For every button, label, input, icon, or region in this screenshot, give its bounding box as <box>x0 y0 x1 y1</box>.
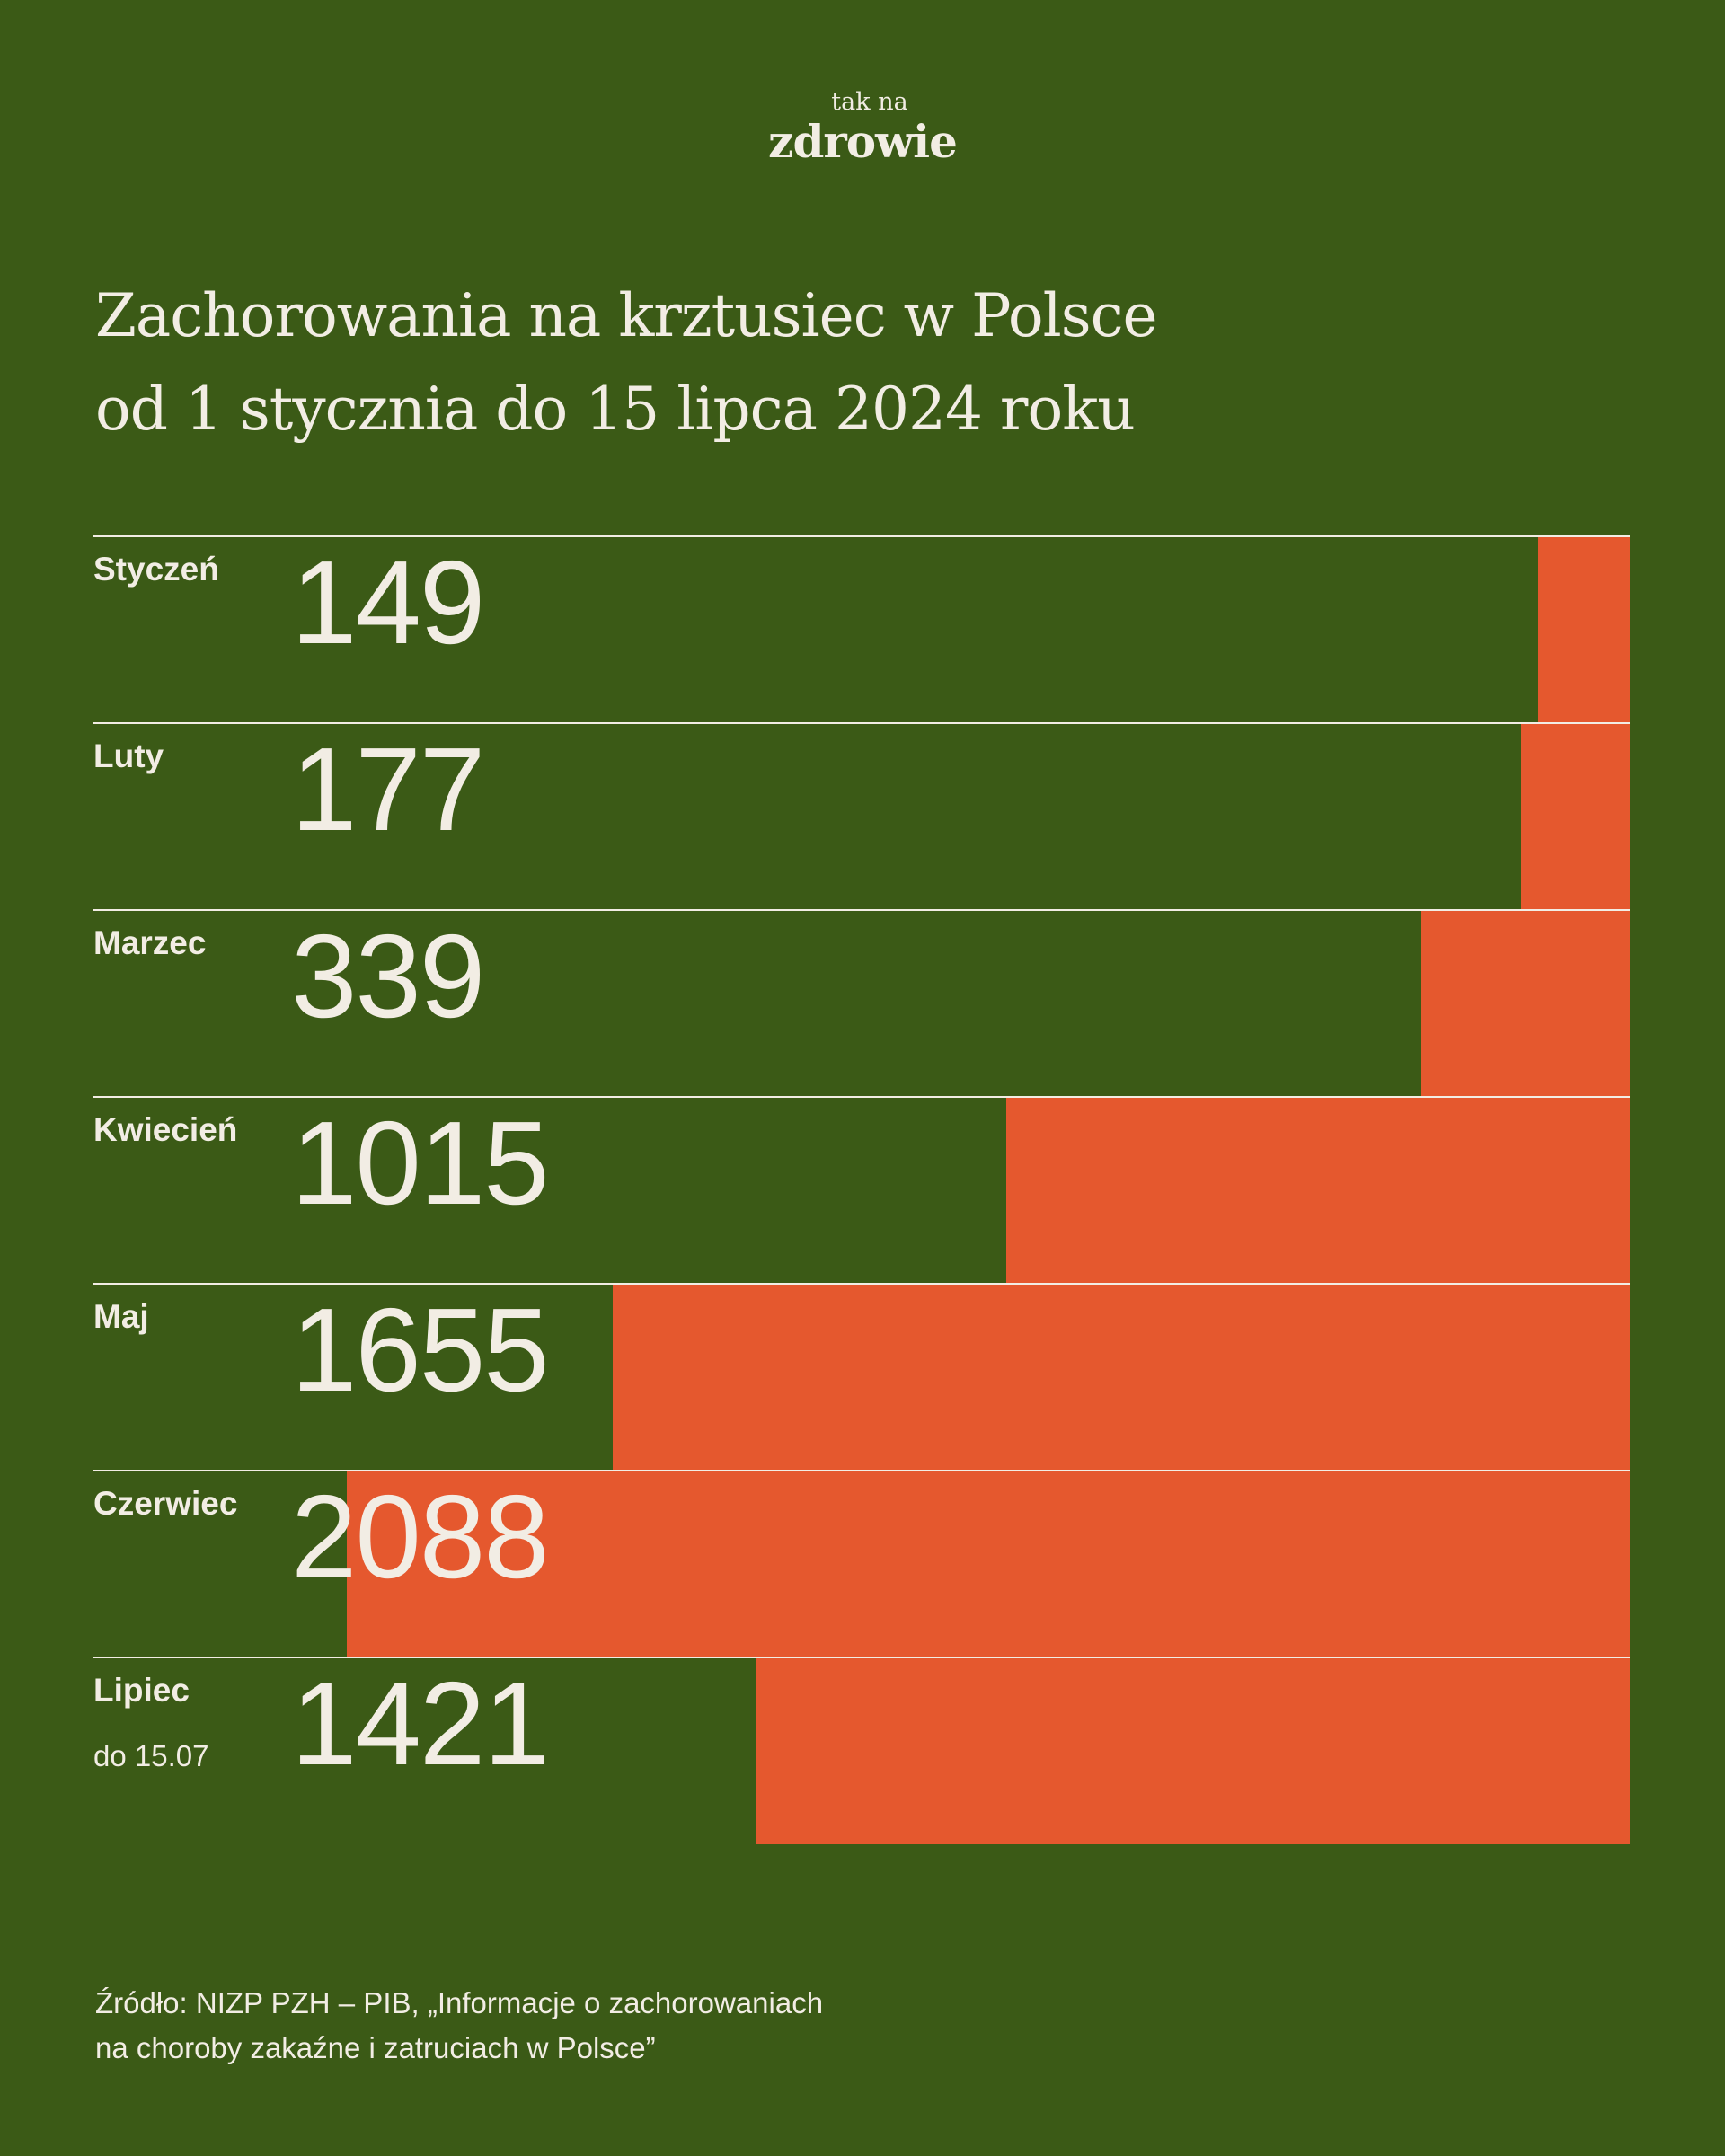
category-label-marzec: Marzec <box>93 924 207 961</box>
source-note: Źródło: NIZP PZH – PIB, „Informacje o za… <box>95 1981 823 2071</box>
row-divider <box>93 1657 1630 1658</box>
category-note-lipiec: do 15.07 <box>93 1739 209 1772</box>
brand-logo-small: tak na <box>831 88 908 116</box>
bar-lipiec <box>756 1658 1630 1844</box>
value-label-styczen: 149 <box>291 536 485 668</box>
row-divider <box>93 535 1630 537</box>
bar-kwiecien <box>1006 1098 1630 1284</box>
value-label-lipiec: 1421 <box>291 1657 550 1789</box>
value-label-luty: 177 <box>291 723 485 855</box>
row-divider <box>93 909 1630 911</box>
source-note-line-2: na choroby zakaźne i zatruciach w Polsce… <box>95 2031 656 2064</box>
category-label-maj: Maj <box>93 1298 149 1335</box>
bar-czerwiec <box>347 1471 1630 1657</box>
bar-styczen <box>1538 537 1630 723</box>
category-label-luty: Luty <box>93 738 164 774</box>
category-label-kwiecien: Kwiecień <box>93 1111 238 1148</box>
bar-maj <box>613 1285 1630 1471</box>
brand-logo: tak na zdrowie <box>0 88 1725 167</box>
chart-title-line-2: od 1 stycznia do 15 lipca 2024 roku <box>95 375 1136 444</box>
chart-title-line-1: Zachorowania na krztusiec w Polsce <box>95 281 1158 350</box>
category-label-styczen: Styczeń <box>93 551 219 588</box>
category-label-lipiec: Lipiec <box>93 1672 190 1709</box>
row-divider <box>93 722 1630 724</box>
row-divider <box>93 1096 1630 1098</box>
bar-luty <box>1521 724 1630 910</box>
value-label-czerwiec: 2088 <box>291 1471 550 1603</box>
bar-marzec <box>1421 911 1630 1097</box>
value-label-kwiecien: 1015 <box>291 1097 550 1229</box>
row-divider <box>93 1283 1630 1285</box>
brand-logo-big: zdrowie <box>768 115 958 168</box>
row-divider <box>93 1470 1630 1471</box>
chart-title: Zachorowania na krztusiec w Polsce od 1 … <box>95 270 1623 456</box>
value-label-marzec: 339 <box>291 910 485 1042</box>
category-label-czerwiec: Czerwiec <box>93 1485 238 1522</box>
value-label-maj: 1655 <box>291 1284 550 1416</box>
source-note-line-1: Źródło: NIZP PZH – PIB, „Informacje o za… <box>95 1986 824 2019</box>
